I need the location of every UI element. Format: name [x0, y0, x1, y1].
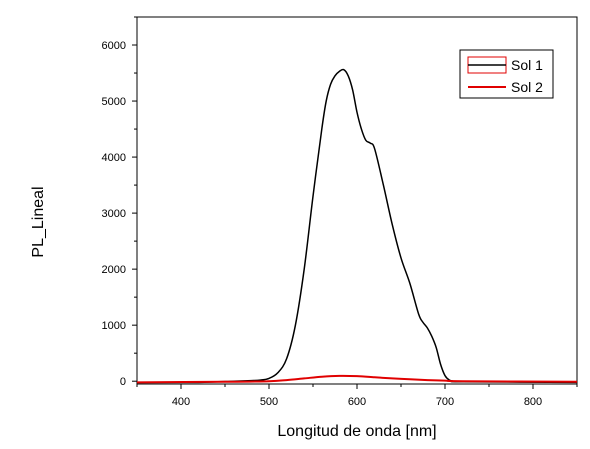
- x-tick-label: 400: [172, 396, 190, 408]
- x-tick-label: 700: [436, 396, 454, 408]
- x-tick-label: 800: [524, 396, 542, 408]
- y-tick-label: 3000: [102, 208, 126, 220]
- y-axis-label: PL_Lineal: [30, 186, 47, 257]
- legend-label-sol-1: Sol 1: [511, 57, 543, 73]
- x-axis-label: Longitud de onda [nm]: [277, 423, 436, 440]
- series-line-sol-2: [137, 376, 577, 382]
- x-tick-label: 500: [260, 396, 278, 408]
- legend-label-sol-2: Sol 2: [511, 79, 543, 95]
- x-tick-label: 600: [348, 396, 366, 408]
- y-tick-label: 0: [120, 376, 126, 388]
- y-tick-label: 4000: [102, 152, 126, 164]
- y-tick-label: 2000: [102, 264, 126, 276]
- y-axis-ticks: 0 1000 2000 3000 4000 5000 6000: [102, 17, 137, 388]
- y-tick-label: 1000: [102, 320, 126, 332]
- series-lines: [137, 69, 577, 382]
- series-line-sol-1: [137, 69, 577, 382]
- y-tick-label: 6000: [102, 40, 126, 52]
- x-axis-ticks: 400 500 600 700 800: [137, 384, 577, 408]
- legend: Sol 1 Sol 2: [460, 50, 553, 98]
- y-tick-label: 5000: [102, 96, 126, 108]
